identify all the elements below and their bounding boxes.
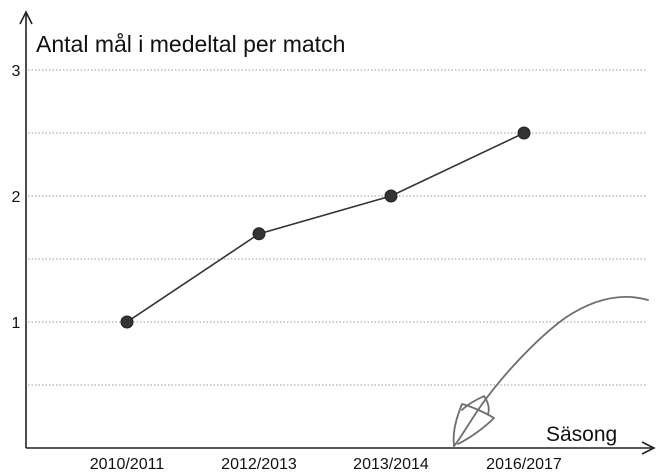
x-tick-label: 2012/2013 xyxy=(221,456,297,472)
y-tick-labels: 1 2 3 xyxy=(12,63,21,332)
x-tick-label: 2013/2014 xyxy=(353,456,429,472)
data-point xyxy=(120,315,134,329)
x-tick-label: 2010/2011 xyxy=(90,456,165,472)
axes xyxy=(19,10,656,455)
y-axis-arrow-icon xyxy=(19,10,33,25)
chart-title: Antal mål i medeltal per match xyxy=(36,31,345,57)
y-tick-label: 2 xyxy=(12,189,21,206)
x-tick-labels: 2010/2011 2012/2013 2013/2014 2016/2017 xyxy=(90,456,562,472)
y-tick-label: 3 xyxy=(12,63,21,80)
grid-lines xyxy=(28,69,646,386)
y-tick-label: 1 xyxy=(12,315,21,332)
x-axis-arrow-icon xyxy=(641,441,656,455)
series xyxy=(120,126,531,329)
series-line xyxy=(126,132,525,323)
data-point xyxy=(252,227,266,241)
data-point xyxy=(384,189,398,203)
data-point xyxy=(517,126,531,140)
x-tick-label: 2016/2017 xyxy=(486,456,562,472)
x-axis-label: Säsong xyxy=(546,423,617,446)
handwritten-arrow-icon xyxy=(452,296,649,447)
